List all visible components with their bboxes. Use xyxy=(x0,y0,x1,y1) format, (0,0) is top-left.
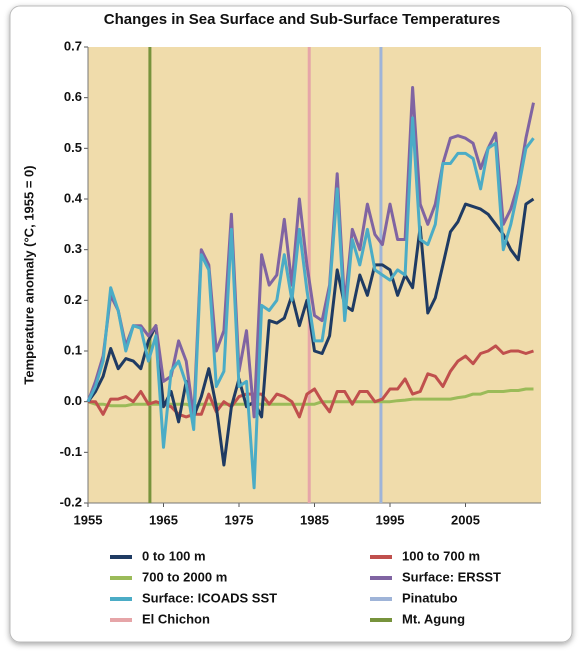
legend-label: 700 to 2000 m xyxy=(142,569,227,584)
series-line xyxy=(86,116,535,490)
legend-label: Mt. Agung xyxy=(402,611,465,626)
y-tick-label: 0.0 xyxy=(64,393,82,408)
legend-label: Surface: ERSST xyxy=(402,569,501,584)
y-tick-label: 0.3 xyxy=(64,241,82,256)
x-tick-label: 1955 xyxy=(74,512,103,527)
chart-title: Changes in Sea Surface and Sub-Surface T… xyxy=(104,11,501,28)
y-tick-label: 0.1 xyxy=(64,342,82,357)
y-axis-title: Temperature anomaly (°C, 1955 = 0) xyxy=(21,165,36,384)
legend-label: 0 to 100 m xyxy=(142,548,206,563)
y-tick-label: 0.6 xyxy=(64,89,82,104)
legend-label: Pinatubo xyxy=(402,590,458,605)
legend-label: 100 to 700 m xyxy=(402,548,480,563)
y-tick-label: 0.5 xyxy=(64,140,82,155)
y-tick-label: 0.2 xyxy=(64,292,82,307)
x-tick-label: 1965 xyxy=(149,512,178,527)
x-tick-label: 2005 xyxy=(451,512,480,527)
plot-area xyxy=(88,47,541,503)
x-tick-label: 1975 xyxy=(225,512,254,527)
x-tick-label: 1995 xyxy=(376,512,405,527)
y-tick-label: 0.4 xyxy=(64,190,83,205)
legend-label: El Chichon xyxy=(142,611,210,626)
y-tick-label: 0.7 xyxy=(64,38,82,53)
y-tick-label: -0.2 xyxy=(60,494,82,509)
legend-label: Surface: ICOADS SST xyxy=(142,590,277,605)
series-line xyxy=(86,86,535,419)
x-tick-label: 1985 xyxy=(300,512,329,527)
y-tick-label: -0.1 xyxy=(60,444,82,459)
